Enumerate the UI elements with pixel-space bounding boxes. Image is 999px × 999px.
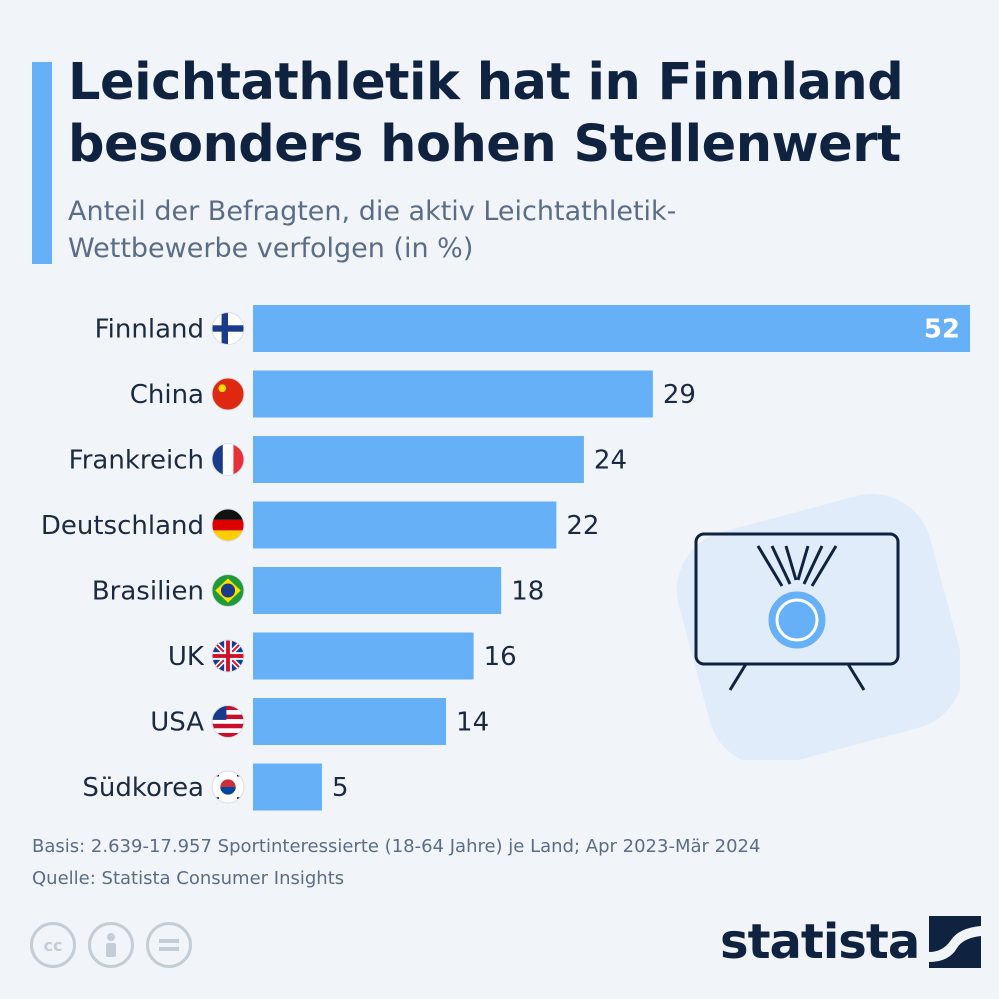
category-label: China xyxy=(130,380,204,410)
flag-de-icon xyxy=(211,508,245,542)
bar-deutschland xyxy=(253,501,557,549)
tv-leg-right xyxy=(846,663,866,691)
chart-title: Leichtathletik hat in Finnland besonders… xyxy=(68,53,904,174)
flag-fi-icon xyxy=(211,312,245,345)
category-label: Südkorea xyxy=(82,773,204,803)
bar-finnland xyxy=(253,305,970,352)
bar-chart: Finnland 52 China 29 Frankreich 24 Deutschland… xyxy=(41,305,970,811)
flag-kr-icon xyxy=(211,770,245,804)
by-icon[interactable] xyxy=(88,922,134,968)
footnote-source: Quelle: Statista Consumer Insights xyxy=(32,868,345,889)
bar-südkorea xyxy=(253,763,322,811)
value-label: 16 xyxy=(484,642,517,672)
flag-uk-icon xyxy=(211,639,245,673)
chart-subtitle: Anteil der Befragten, die aktiv Leichtat… xyxy=(68,196,677,264)
category-label: USA xyxy=(150,708,204,738)
license-icons: cc xyxy=(30,922,192,968)
footnote-basis: Basis: 2.639-17.957 Sportinteressierte (… xyxy=(32,836,761,857)
bar-china xyxy=(253,370,653,418)
statista-logo[interactable]: statista xyxy=(720,912,982,972)
bar-uk xyxy=(253,632,474,680)
category-label: Frankreich xyxy=(69,446,204,476)
value-label: 18 xyxy=(511,577,544,607)
tv-screen-icon xyxy=(694,532,900,666)
flag-us-icon xyxy=(211,705,245,738)
tv-leg-left xyxy=(728,663,748,691)
bar-brasilien xyxy=(253,567,502,614)
category-label: Deutschland xyxy=(41,511,204,541)
tv-medal-illustration xyxy=(676,493,960,760)
bar-usa xyxy=(253,698,447,745)
nd-icon[interactable] xyxy=(146,922,192,968)
cc-icon[interactable]: cc xyxy=(30,922,76,968)
value-label: 14 xyxy=(456,708,489,738)
category-label: UK xyxy=(168,642,205,672)
value-label: 22 xyxy=(566,511,599,541)
flag-cn-icon xyxy=(211,377,245,411)
value-label: 5 xyxy=(332,773,349,803)
value-label: 29 xyxy=(663,380,696,410)
statista-logo-icon xyxy=(929,916,982,968)
bar-frankreich xyxy=(253,436,584,483)
value-label: 24 xyxy=(594,446,627,476)
brand-name: statista xyxy=(720,914,920,970)
title-accent-bar xyxy=(32,62,52,264)
category-label: Brasilien xyxy=(92,577,204,607)
medal-icon xyxy=(756,545,838,649)
category-label: Finnland xyxy=(95,315,204,345)
flag-fr-icon xyxy=(211,443,245,476)
value-label: 52 xyxy=(924,315,960,345)
flag-br-icon xyxy=(211,574,245,607)
